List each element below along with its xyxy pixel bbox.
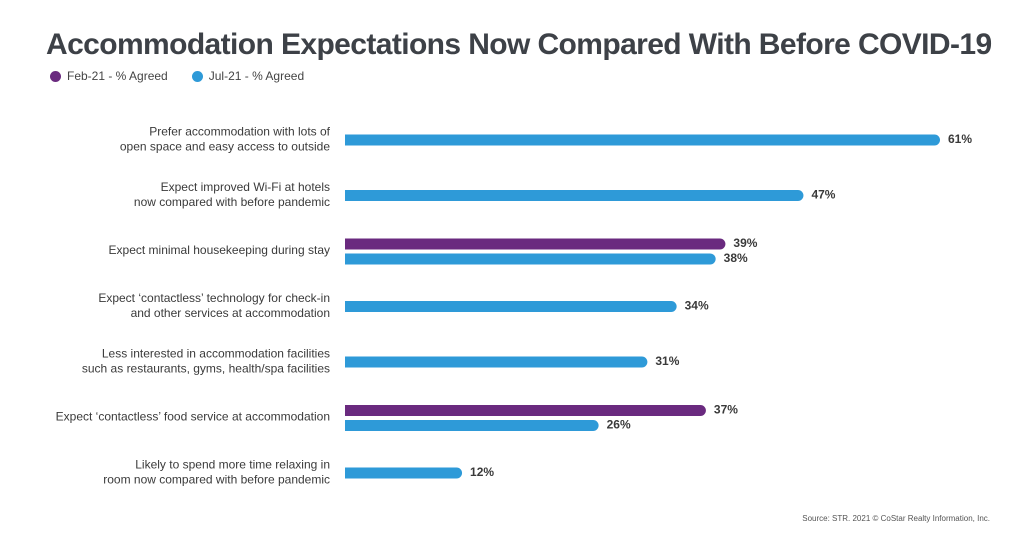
legend-label-jul: Jul-21 - % Agreed: [208, 69, 305, 83]
value-label-jul: 34%: [685, 299, 709, 313]
bar-jul: [345, 467, 463, 479]
value-label-feb: 37%: [714, 403, 738, 417]
category-label: Expect minimal housekeeping during stay: [109, 243, 330, 257]
value-label-jul: 26%: [607, 418, 631, 432]
legend: Feb-21 - % Agreed Jul-21 - % Agreed: [50, 69, 304, 83]
legend-item-jul: Jul-21 - % Agreed: [191, 69, 305, 83]
value-label-jul: 12%: [470, 465, 494, 479]
category-label: Prefer accommodation with lots of open sp…: [120, 125, 331, 154]
category-label: Expect ‘contactless’ food service at acc…: [56, 410, 330, 424]
category-label: Expect improved Wi-Fi at hotels now compa…: [134, 180, 330, 209]
value-label-feb: 39%: [733, 236, 757, 250]
bar-jul: [345, 253, 716, 265]
bar-feb: [345, 405, 706, 417]
source-note: Source: STR. 2021 © CoStar Realty Inform…: [802, 514, 990, 523]
category-label: Likely to spend more time relaxing in roo…: [103, 458, 330, 487]
value-label-jul: 38%: [724, 251, 748, 265]
bar-jul: [345, 301, 677, 312]
bar-jul: [345, 190, 804, 201]
bar-jul: [345, 134, 941, 146]
value-label-jul: 47%: [811, 188, 835, 202]
legend-label-feb: Feb-21 - % Agreed: [67, 69, 168, 83]
value-label-jul: 31%: [655, 354, 679, 368]
legend-item-feb: Feb-21 - % Agreed: [50, 69, 168, 83]
bar-jul: [345, 356, 648, 368]
chart-title: Accommodation Expectations Now Compared …: [46, 28, 992, 61]
value-label-jul: 61%: [948, 132, 972, 146]
bar-jul: [345, 420, 599, 431]
legend-swatch-jul: [191, 70, 203, 82]
legend-swatch-feb: [50, 70, 61, 82]
category-label: Expect ‘contactless’ technology for chec…: [98, 291, 330, 320]
category-label: Less interested in accommodation facilit…: [82, 347, 330, 376]
bar-feb: [345, 238, 726, 250]
